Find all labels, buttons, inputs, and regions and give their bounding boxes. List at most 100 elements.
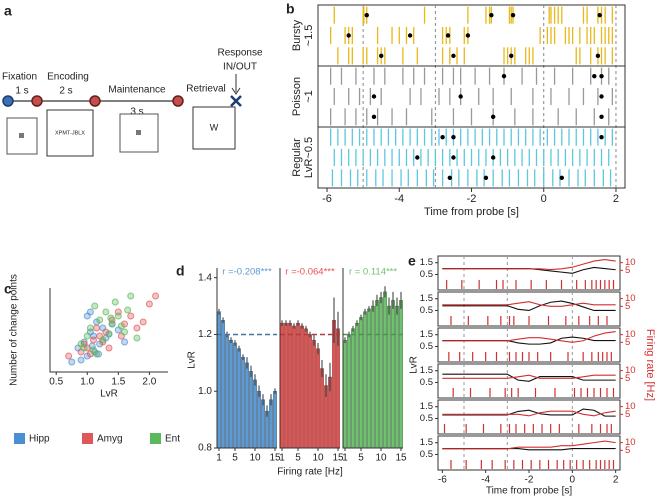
y-tick-label: 1.5: [420, 293, 433, 304]
rate-line: [442, 330, 616, 343]
point: [108, 320, 116, 328]
change-point: [490, 155, 496, 160]
change-point: [445, 33, 451, 38]
y2-tick-label: 5: [625, 265, 630, 276]
x-tick-label: 15: [395, 453, 407, 464]
row-frame: [437, 255, 621, 291]
x-tick-label: 1: [342, 453, 348, 464]
y2-axis-label: Firing rate [Hz]: [644, 329, 656, 401]
change-point: [592, 73, 597, 79]
stimulus: XPMT-JBLX: [55, 130, 85, 136]
point: [133, 334, 141, 342]
point: [124, 306, 132, 314]
bar: [288, 322, 292, 449]
y-tick-label: 0.5: [420, 305, 433, 316]
stage-label: Encoding: [47, 72, 89, 83]
point: [127, 312, 135, 320]
bar: [343, 339, 347, 449]
stage-label: Maintenance: [108, 85, 166, 96]
group-label: Bursty: [291, 19, 303, 51]
bar: [300, 325, 304, 449]
change-point: [415, 155, 420, 160]
point: [80, 344, 88, 352]
bar: [304, 328, 308, 449]
bar: [363, 311, 367, 449]
bar: [292, 325, 296, 449]
change-point: [458, 94, 463, 99]
legend-label: Ent: [165, 434, 180, 445]
bar: [225, 334, 229, 449]
y-tick-label: 0.5: [420, 269, 433, 280]
response-label: Response: [217, 48, 262, 59]
panel-label: b: [286, 1, 295, 17]
x-tick-label: 10: [375, 453, 387, 464]
y-tick-label: 1.5: [420, 329, 433, 340]
change-point: [440, 134, 445, 140]
change-point: [483, 175, 489, 181]
y2-tick-label: 5: [625, 301, 630, 312]
y-tick-label: 1.4: [198, 272, 212, 283]
point: [107, 314, 115, 322]
point: [105, 330, 113, 338]
bar: [257, 391, 261, 449]
arrow-head: [231, 87, 241, 95]
x-axis-label: LvR: [100, 389, 118, 400]
point: [65, 352, 73, 360]
bar: [273, 391, 277, 449]
point: [117, 322, 125, 330]
response-label: IN/OUT: [223, 62, 257, 73]
y-tick-label: 1.5: [420, 437, 433, 448]
group-label: LvR~0.5: [303, 137, 315, 178]
x-axis-label: Time from probe [s]: [424, 206, 519, 218]
bar: [383, 291, 387, 449]
point: [121, 338, 129, 346]
legend-swatch: [14, 433, 25, 444]
stage-duration: 1 s: [15, 86, 28, 97]
bar: [249, 371, 253, 449]
point: [96, 316, 104, 324]
panel-label: e: [408, 253, 416, 269]
rate-line: [442, 440, 616, 450]
bar: [261, 399, 265, 449]
group-label: ~1.5: [303, 25, 315, 47]
fixation-dot: [19, 133, 24, 138]
screen: [192, 106, 236, 150]
bar: [269, 399, 273, 449]
axes: [342, 268, 403, 449]
change-point: [559, 175, 564, 181]
change-point: [599, 73, 604, 79]
x-tick-label: 0.5: [49, 377, 63, 388]
bar: [284, 322, 288, 449]
rate-line: [442, 374, 616, 379]
bar: [375, 300, 379, 449]
x-tick-label: 2.0: [142, 377, 156, 388]
y2-tick-label: 5: [625, 373, 630, 384]
change-point: [451, 155, 456, 160]
point: [99, 336, 107, 344]
point: [114, 312, 122, 320]
panel-label: a: [4, 3, 12, 19]
row-frame: [437, 363, 621, 399]
y-tick-label: 0.5: [420, 341, 433, 352]
bar: [336, 328, 340, 449]
change-point: [447, 175, 453, 181]
change-point: [371, 94, 377, 99]
point: [152, 292, 160, 300]
group-label: Poisson: [291, 77, 303, 116]
screen: [46, 109, 94, 157]
change-point: [595, 53, 601, 59]
row-frame: [437, 435, 621, 471]
x-tick-label: 2: [613, 475, 619, 486]
change-point: [489, 12, 494, 18]
x-tick-label: -4: [394, 193, 404, 205]
point: [121, 328, 129, 336]
stage-duration: 2 s: [59, 86, 72, 97]
bar: [253, 379, 257, 449]
probe: W: [210, 122, 219, 132]
y-tick-label: 1.5: [420, 365, 433, 376]
x-tick-label: 5: [358, 453, 364, 464]
bar: [245, 362, 249, 449]
bar: [391, 300, 395, 449]
x-tick-label: 15: [332, 453, 344, 464]
x-tick-label: -4: [481, 475, 490, 486]
